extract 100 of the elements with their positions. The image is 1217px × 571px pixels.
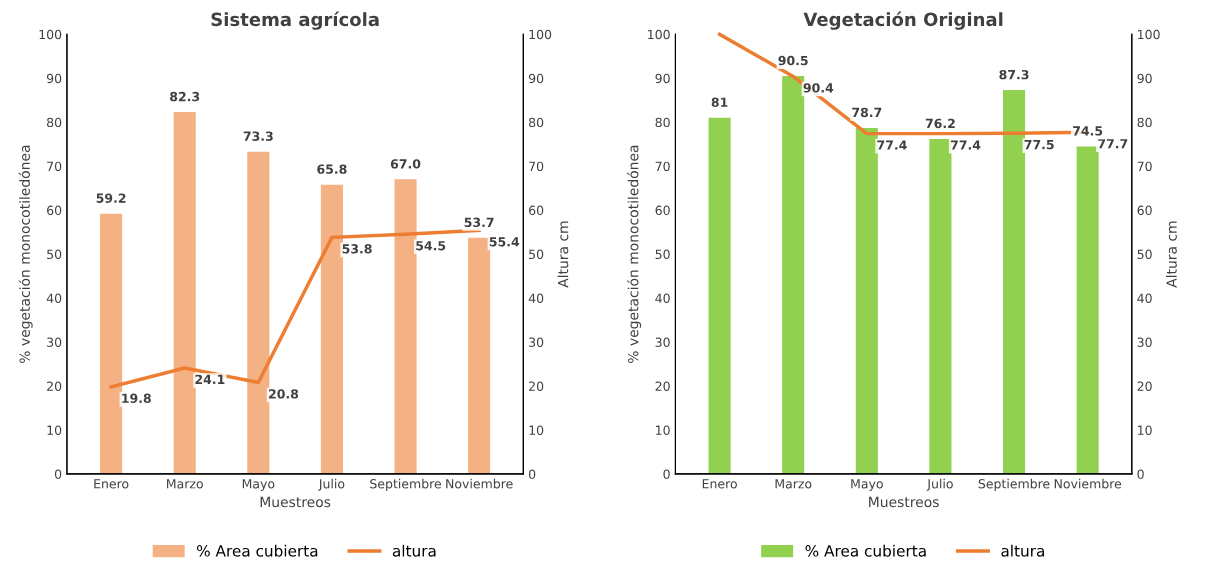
legend-label: % Area cubierta [805, 544, 926, 557]
y2-tick-label: 30 [529, 337, 544, 347]
y2-tick-label: 60 [1137, 205, 1152, 216]
bar [247, 151, 270, 474]
x-tick-label: Mayo [851, 479, 883, 491]
y2-tick-label: 60 [529, 205, 544, 216]
y2-tick-label: 20 [1137, 381, 1152, 391]
y2-tick-label: 0 [529, 469, 536, 479]
data-label: 19.8 [122, 393, 151, 403]
y-tick-label: 70 [47, 161, 62, 172]
bar [708, 117, 731, 474]
data-label: 77.7 [1098, 139, 1128, 149]
y2-tick-label: 100 [1138, 29, 1160, 40]
y-tick-label: 50 [47, 249, 62, 260]
y-tick-label: 30 [47, 337, 62, 347]
data-label: 78.7 [852, 107, 882, 118]
y-tick-label: 10 [656, 425, 670, 435]
bar [468, 237, 491, 474]
bar [1002, 90, 1026, 474]
y2-tick-label: 50 [1137, 249, 1152, 260]
x-tick-label: Noviembre [1054, 478, 1122, 489]
bar [855, 127, 878, 474]
x-axis-title: Muestreos [869, 496, 939, 508]
x-tick-label: Enero [94, 479, 129, 489]
data-label: 82.3 [170, 91, 200, 102]
y2-tick-label: 10 [529, 425, 544, 435]
data-label: 53.7 [464, 217, 494, 228]
bar [782, 76, 805, 474]
y2-axis-title: Altura cm [557, 221, 569, 288]
data-label: 73.3 [243, 131, 273, 141]
y2-tick-label: 50 [529, 249, 544, 260]
x-tick-label: Noviembre [446, 478, 513, 489]
x-tick-label: Julio [318, 478, 345, 491]
data-label: 65.8 [317, 164, 347, 174]
y-tick-label: 40 [655, 293, 670, 303]
y-axis-title: % vegetación monocotiledónea [627, 145, 642, 363]
y-axis-title: % vegetación monocotiledónea [18, 145, 33, 363]
y-tick-label: 0 [54, 469, 62, 479]
x-tick-label: Septiembre [370, 478, 442, 491]
y-tick-label: 20 [47, 381, 62, 391]
x-tick-label: Septiembre [978, 478, 1050, 491]
chart-title: Sistema agrícola [211, 11, 379, 30]
y-tick-label: 60 [47, 205, 62, 216]
bar [100, 213, 123, 474]
legend-label: altura [1001, 544, 1044, 557]
y-tick-label: 100 [39, 29, 62, 40]
data-label: 53.8 [342, 244, 372, 254]
data-label: 90.4 [803, 83, 834, 93]
legend-label: altura [392, 544, 436, 557]
x-tick-label: Julio [926, 478, 953, 491]
y2-tick-label: 80 [1137, 117, 1152, 128]
y2-tick-label: 90 [1137, 73, 1152, 84]
y-tick-label: 30 [655, 337, 670, 347]
bar [320, 184, 343, 474]
y-tick-label: 20 [655, 381, 670, 391]
data-label: 67.0 [390, 159, 421, 169]
bar [929, 138, 952, 474]
y2-tick-label: 20 [529, 381, 544, 391]
data-label: 87.3 [999, 69, 1029, 80]
y-tick-label: 100 [648, 29, 670, 40]
y-tick-label: 50 [655, 249, 670, 260]
data-label: 77.4 [950, 140, 981, 150]
y2-tick-label: 100 [529, 29, 552, 40]
data-label: 77.4 [877, 140, 907, 150]
data-label: 24.1 [195, 374, 225, 384]
chart-title: Vegetación Original [803, 11, 1003, 30]
x-tick-label: Marzo [167, 479, 203, 489]
y2-tick-label: 30 [1137, 337, 1152, 347]
data-label: 77.5 [1024, 140, 1054, 150]
y2-tick-label: 40 [528, 293, 544, 303]
data-label: 20.8 [269, 389, 299, 399]
y-tick-label: 70 [655, 161, 670, 172]
y2-tick-label: 70 [1137, 161, 1152, 172]
data-label: 59.2 [96, 193, 126, 203]
y2-axis-title: Altura cm [1166, 221, 1177, 288]
data-label: 81 [711, 97, 728, 108]
x-axis-title: Muestreos [260, 496, 331, 508]
data-label: 90.5 [778, 55, 808, 66]
bar [1076, 146, 1099, 474]
y-tick-label: 60 [655, 205, 670, 216]
line-series [109, 228, 481, 389]
y-tick-label: 10 [47, 425, 62, 435]
y2-tick-label: 10 [1138, 425, 1152, 435]
y-tick-label: 90 [46, 73, 62, 84]
y-tick-label: 90 [655, 73, 670, 84]
y-tick-label: 80 [655, 117, 670, 128]
data-label: 55.4 [489, 237, 520, 247]
legend-label: % Area cubierta [197, 544, 318, 557]
bar [173, 112, 196, 474]
y2-tick-label: 0 [1137, 469, 1144, 479]
y2-tick-label: 70 [529, 161, 544, 172]
data-label: 54.5 [416, 241, 446, 251]
x-tick-label: Marzo [775, 479, 812, 489]
y2-tick-label: 40 [1137, 293, 1152, 303]
y2-tick-label: 90 [528, 73, 544, 84]
y-tick-label: 80 [47, 117, 62, 128]
y-tick-label: 0 [663, 469, 670, 479]
x-tick-label: Mayo [242, 479, 275, 491]
data-label: 76.2 [925, 118, 955, 129]
y-tick-label: 40 [46, 293, 62, 303]
